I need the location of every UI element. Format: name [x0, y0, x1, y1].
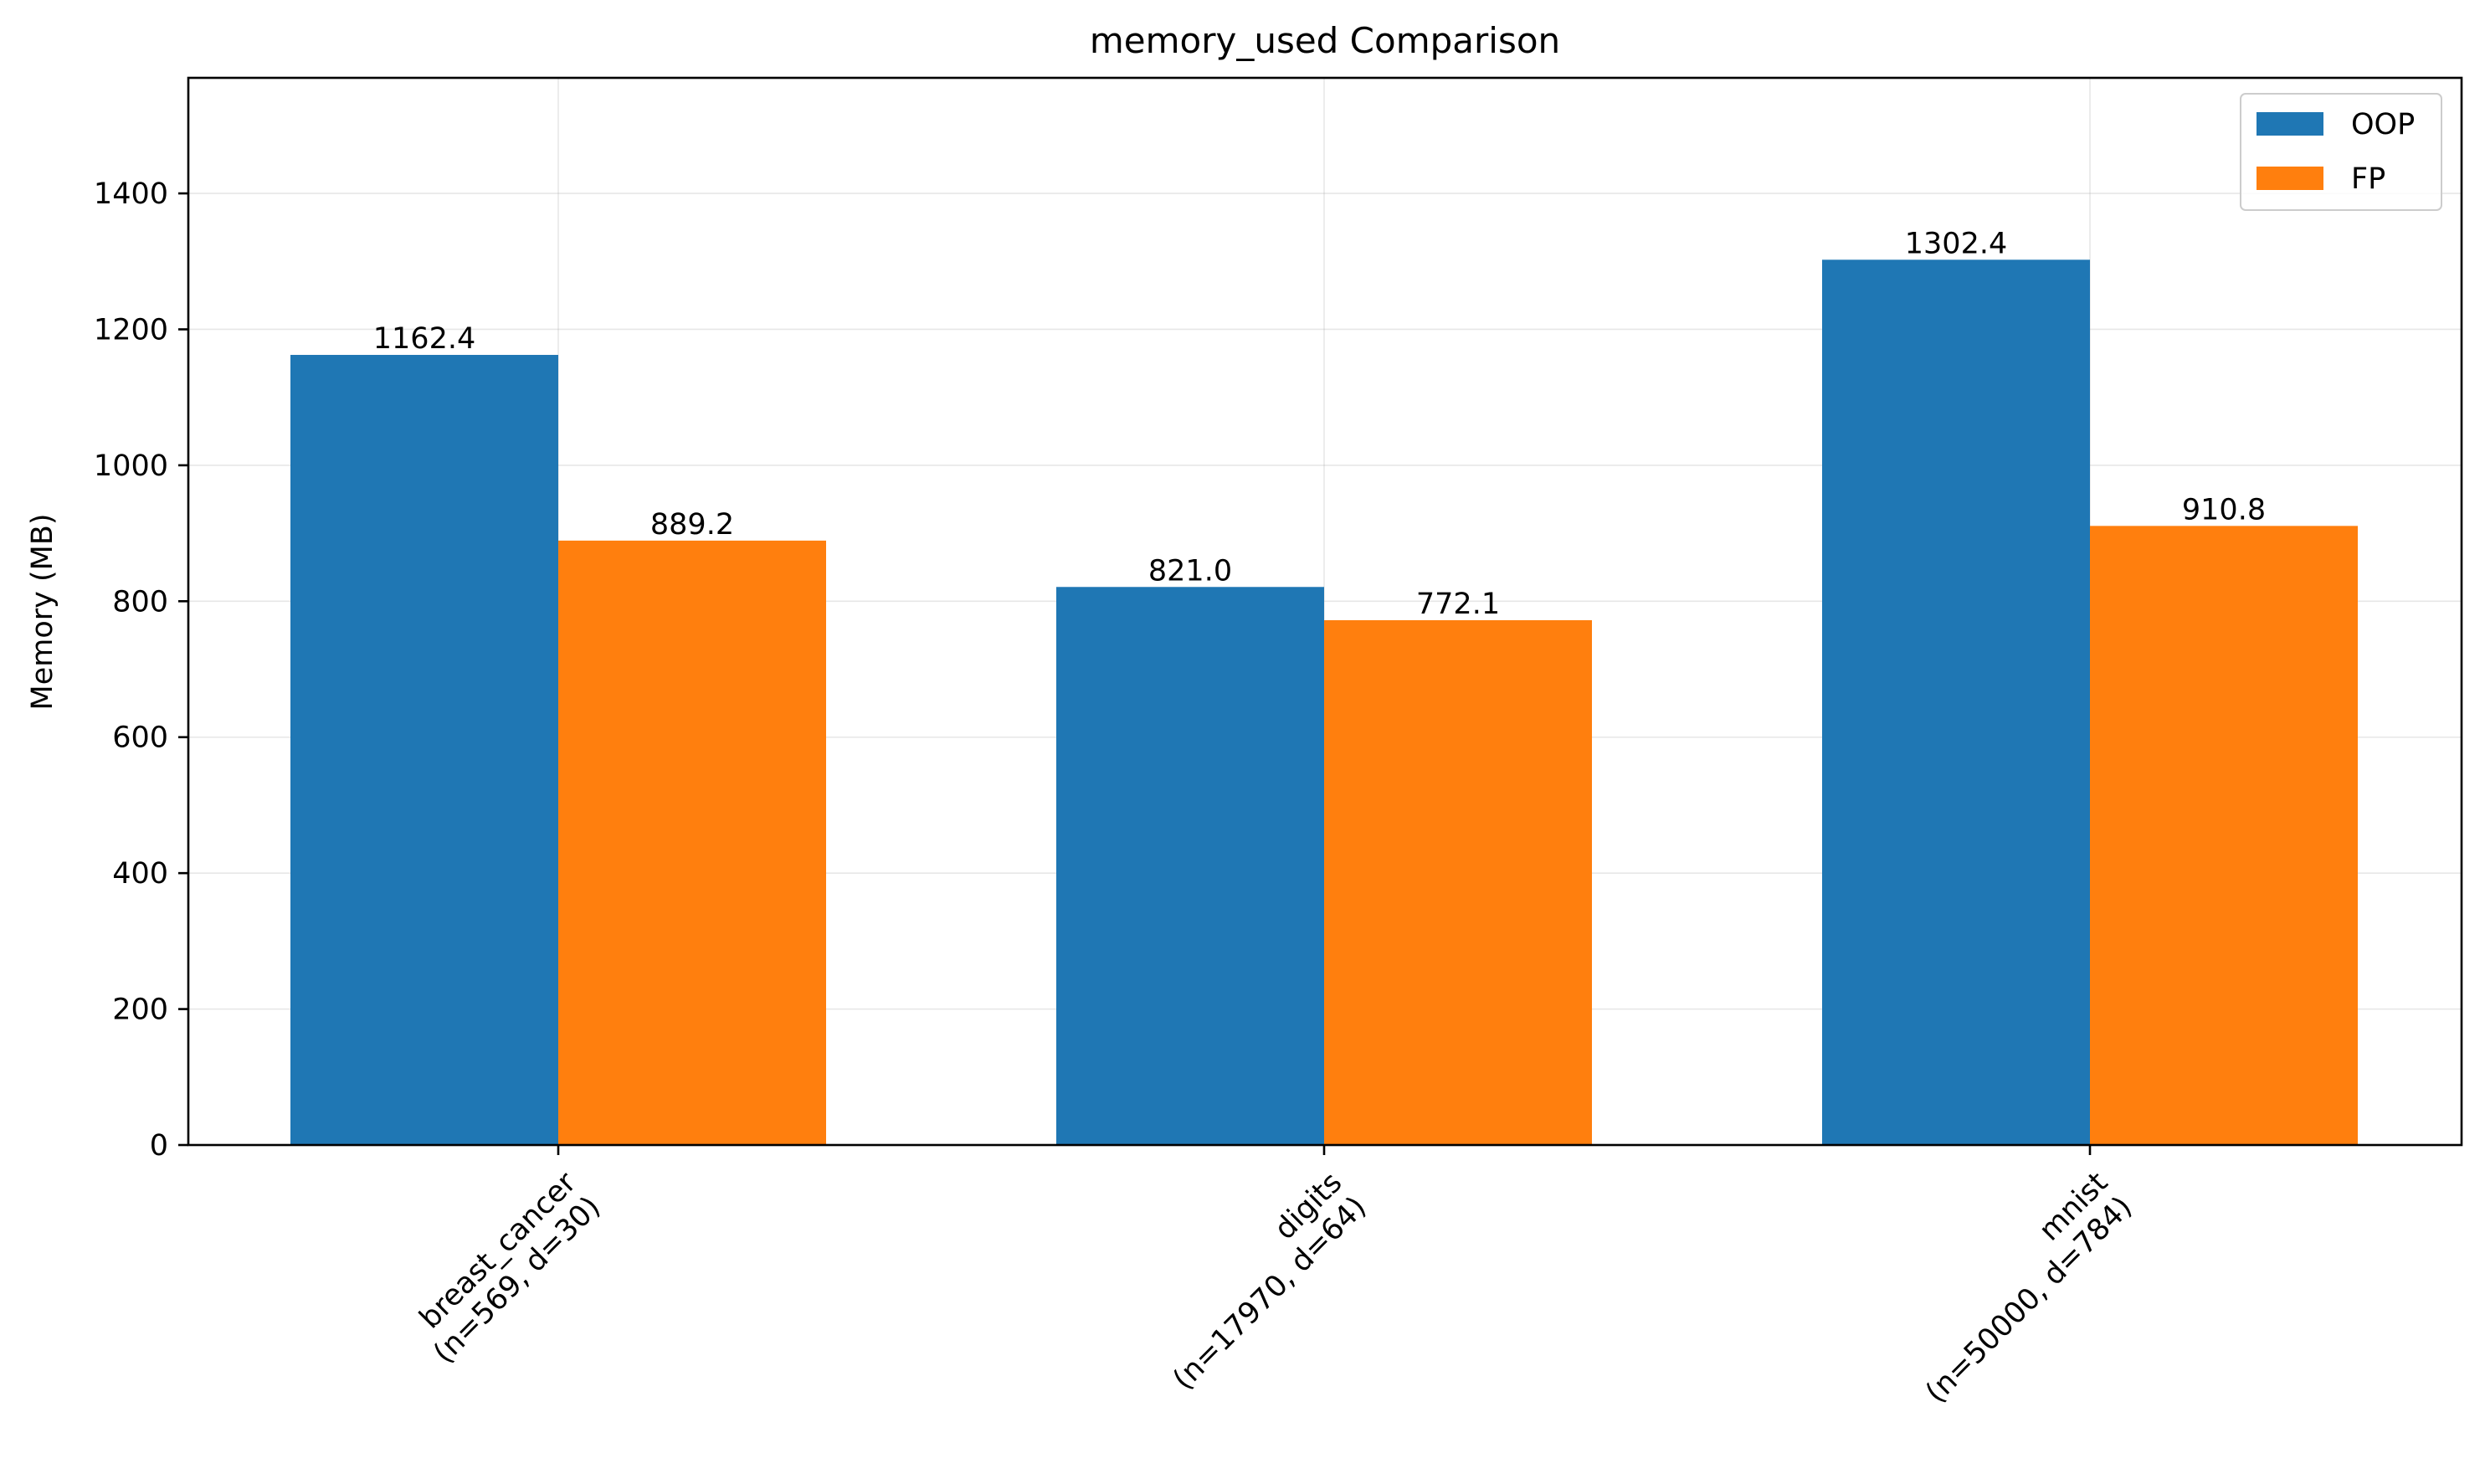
y-tick-label: 1000 [94, 449, 168, 483]
legend-label-fp: FP [2351, 162, 2385, 196]
y-axis-label: Memory (MB) [26, 514, 59, 711]
bar-oop [1056, 587, 1324, 1145]
bar-oop [290, 355, 558, 1146]
y-tick-label: 600 [112, 721, 168, 755]
y-tick-label: 1200 [94, 313, 168, 347]
bar-fp [2090, 526, 2358, 1145]
bar-value-labels: 1162.4 821.0 1302.4 889.2 772.1 910.8 [373, 227, 2266, 621]
legend-label-oop: OOP [2351, 108, 2415, 141]
y-tick-label: 800 [112, 585, 168, 619]
legend: OOP FP [2240, 93, 2442, 211]
bar-oop [1822, 259, 2090, 1145]
legend-swatch-fp [2257, 167, 2323, 190]
bar-value-label: 772.1 [1416, 588, 1500, 621]
bar-value-label: 1162.4 [373, 322, 475, 356]
bar-value-label: 889.2 [650, 508, 734, 542]
y-tick-label: 0 [150, 1129, 168, 1163]
legend-swatch-oop [2257, 112, 2323, 136]
bar-value-label: 821.0 [1148, 554, 1232, 588]
chart-title: memory_used Comparison [1090, 20, 1560, 61]
bar-fp [1324, 619, 1592, 1145]
y-tick-label: 1400 [94, 177, 168, 211]
y-tick-label: 200 [112, 994, 168, 1027]
bar-value-label: 1302.4 [1905, 227, 2007, 260]
bars [290, 259, 2358, 1146]
y-tick-label: 400 [112, 857, 168, 891]
bar-fp [558, 540, 826, 1145]
bar-value-label: 910.8 [2182, 493, 2266, 526]
